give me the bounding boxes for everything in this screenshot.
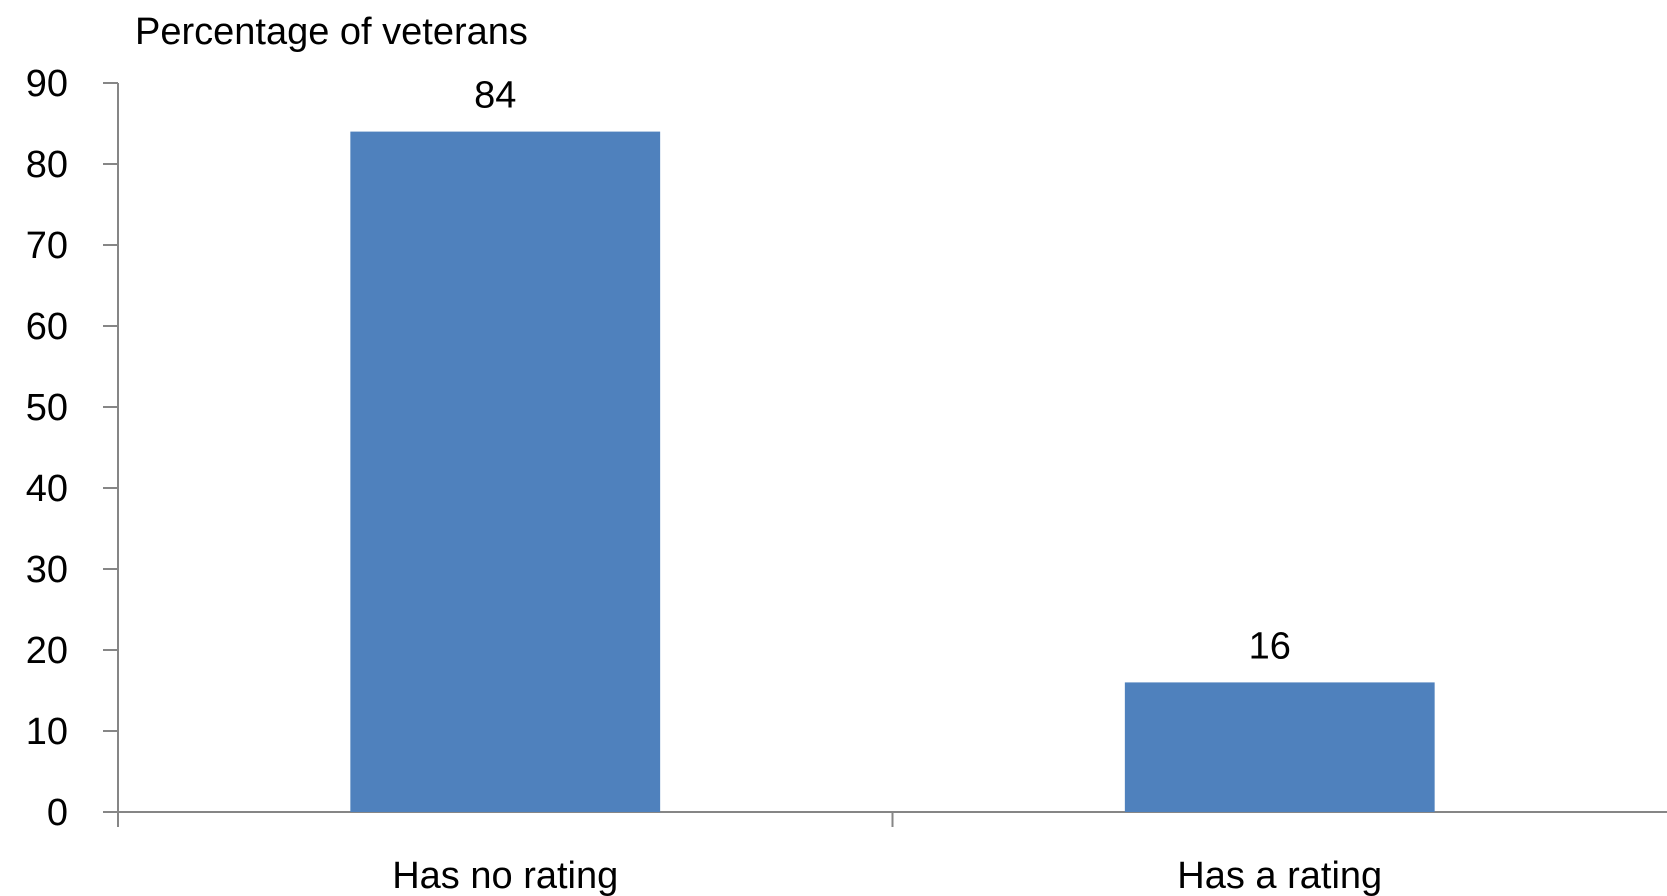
- y-tick-label: 80: [26, 144, 68, 186]
- y-tick-label: 40: [26, 468, 68, 510]
- y-tick-label: 0: [47, 792, 68, 834]
- x-axis: Has no rating Has a rating: [117, 811, 1667, 896]
- y-tick-label: 10: [26, 711, 68, 753]
- data-label: 16: [1249, 625, 1291, 667]
- y-tick-label: 90: [26, 63, 68, 105]
- y-axis-title: Percentage of veterans: [135, 11, 528, 53]
- y-tick-label: 30: [26, 549, 68, 591]
- y-tick-label: 70: [26, 225, 68, 267]
- bar: [350, 131, 661, 813]
- data-label: 84: [474, 75, 516, 117]
- y-tick-label: 20: [26, 630, 68, 672]
- x-category-label: Has a rating: [1177, 855, 1382, 896]
- y-axis: 0 10 20 30 40 50 60 70 80 90: [26, 63, 119, 834]
- data-labels: 84 16: [474, 75, 1291, 668]
- x-category-label: Has no rating: [392, 855, 618, 896]
- bars: [350, 131, 1435, 813]
- y-tick-label: 50: [26, 387, 68, 429]
- y-tick-label: 60: [26, 306, 68, 348]
- bar: [1124, 682, 1435, 812]
